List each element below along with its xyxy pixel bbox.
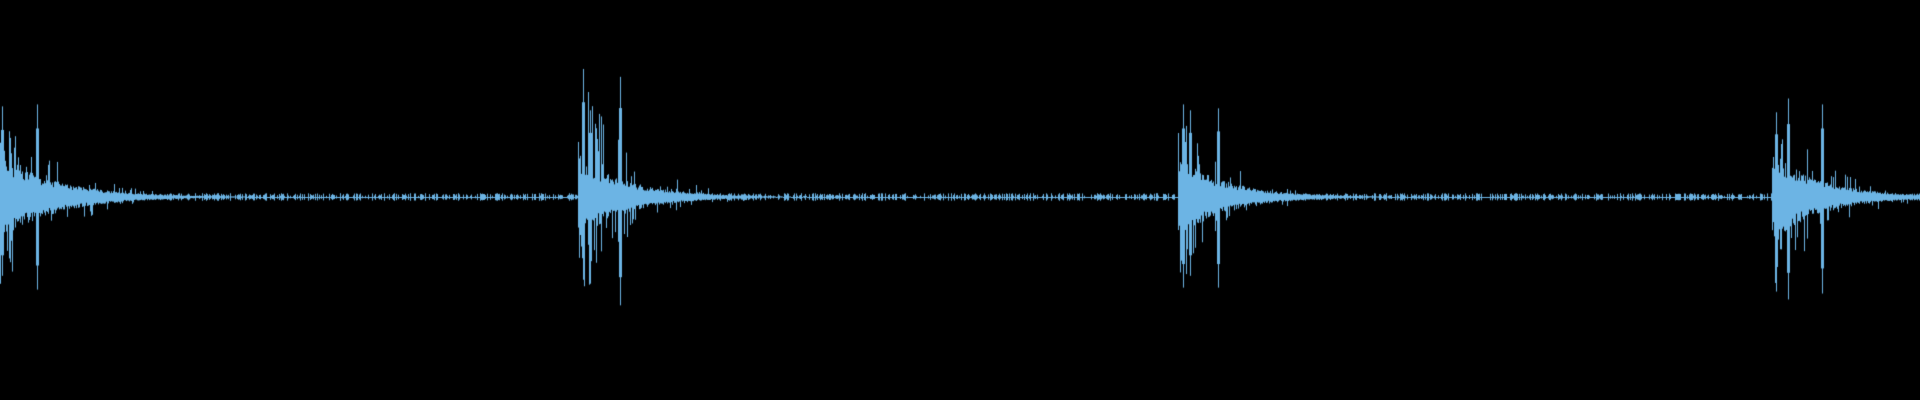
waveform-canvas[interactable]: [0, 0, 1920, 400]
audio-waveform-viewer[interactable]: [0, 0, 1920, 400]
